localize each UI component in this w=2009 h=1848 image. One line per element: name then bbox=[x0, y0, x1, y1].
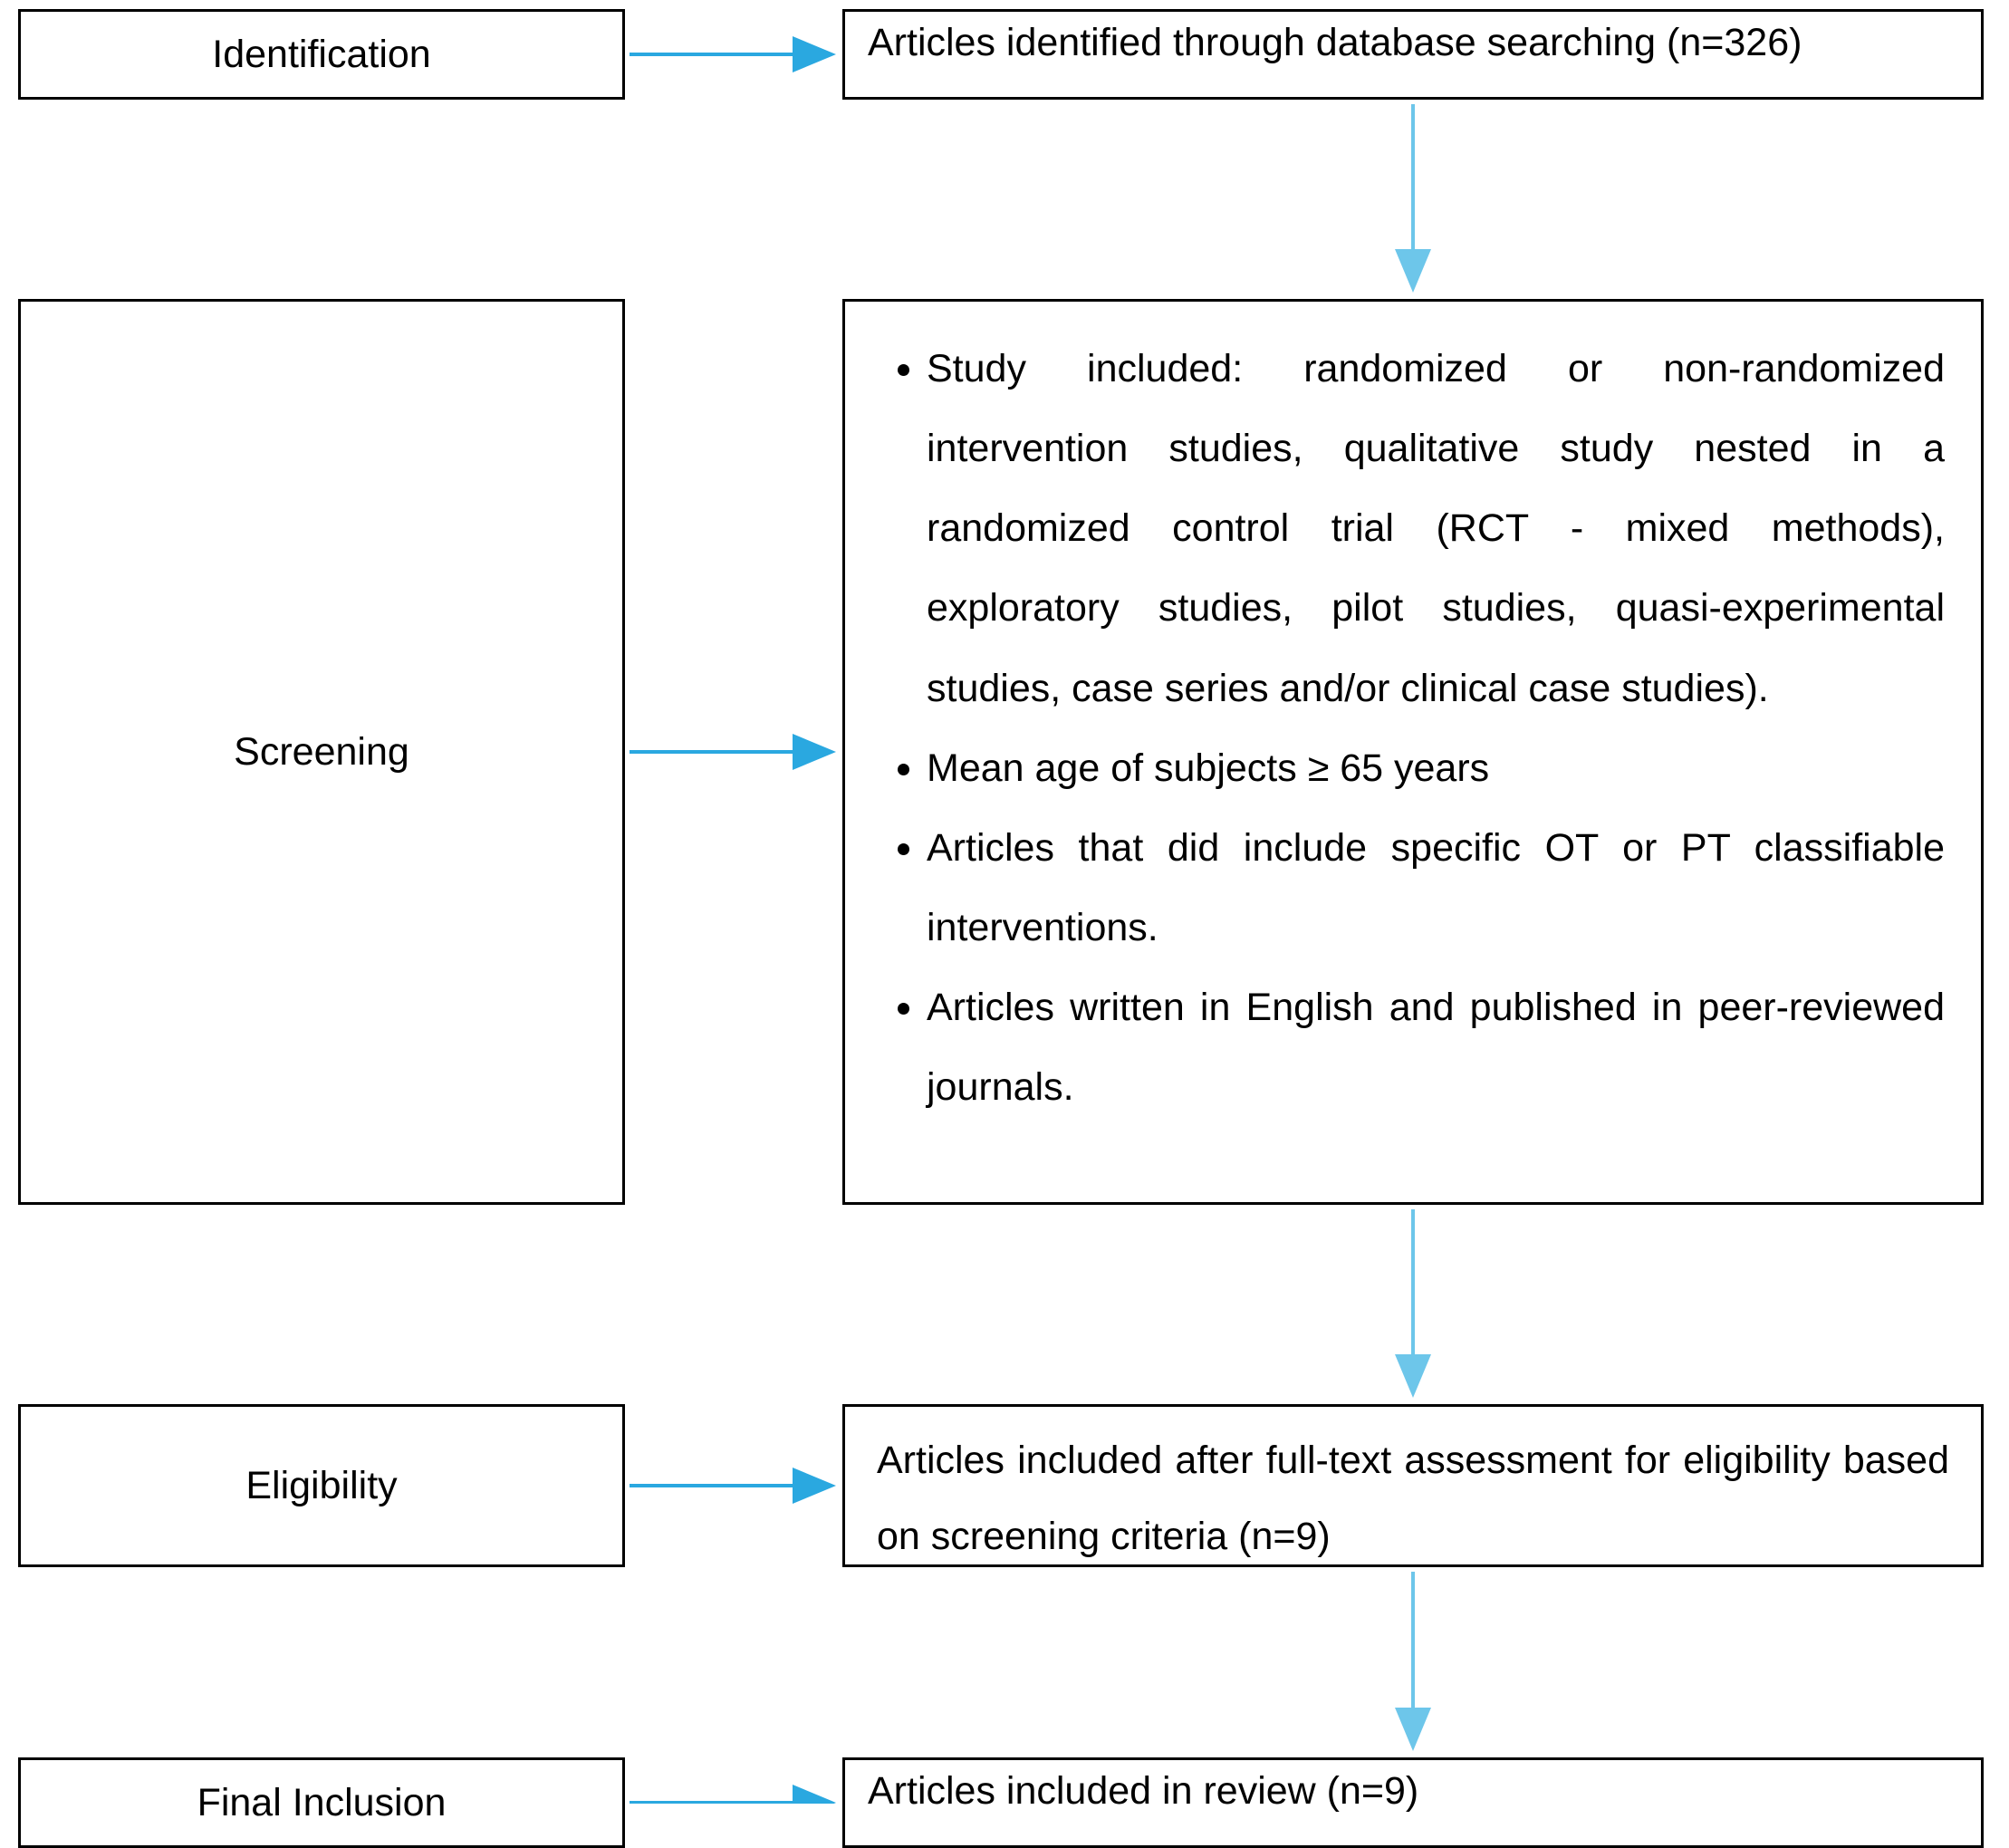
criteria-item: Articles written in English and publishe… bbox=[927, 967, 1945, 1127]
criteria-item: Articles that did include specific OT or… bbox=[927, 808, 1945, 967]
flowchart-canvas: Identification Articles identified throu… bbox=[0, 0, 2009, 1804]
stage-screening-label: Screening bbox=[18, 299, 625, 1205]
stage-label-text: Final Inclusion bbox=[197, 1781, 447, 1825]
stage-screening-criteria: Study included: randomized or non-random… bbox=[842, 299, 1984, 1205]
stage-identification-label: Identification bbox=[18, 9, 625, 100]
stage-label-text: Screening bbox=[234, 730, 409, 775]
stage-desc-text: Articles identified through database sea… bbox=[868, 21, 1802, 65]
stage-eligibility-label: Eligibility bbox=[18, 1404, 625, 1567]
criteria-item: Study included: randomized or non-random… bbox=[927, 329, 1945, 728]
stage-identification-desc: Articles identified through database sea… bbox=[842, 9, 1984, 100]
stage-final-desc: Articles included in review (n=9) bbox=[842, 1757, 1984, 1848]
stage-label-text: Eligibility bbox=[245, 1464, 397, 1508]
criteria-item: Mean age of subjects ≥ 65 years bbox=[927, 728, 1945, 808]
stage-eligibility-desc: Articles included after full-text assess… bbox=[842, 1404, 1984, 1567]
stage-final-label: Final Inclusion bbox=[18, 1757, 625, 1848]
criteria-list: Study included: randomized or non-random… bbox=[927, 329, 1981, 1127]
stage-desc-text: Articles included in review (n=9) bbox=[868, 1769, 1418, 1814]
stage-desc-text: Articles included after full-text assess… bbox=[868, 1416, 1958, 1583]
stage-label-text: Identification bbox=[212, 33, 430, 77]
